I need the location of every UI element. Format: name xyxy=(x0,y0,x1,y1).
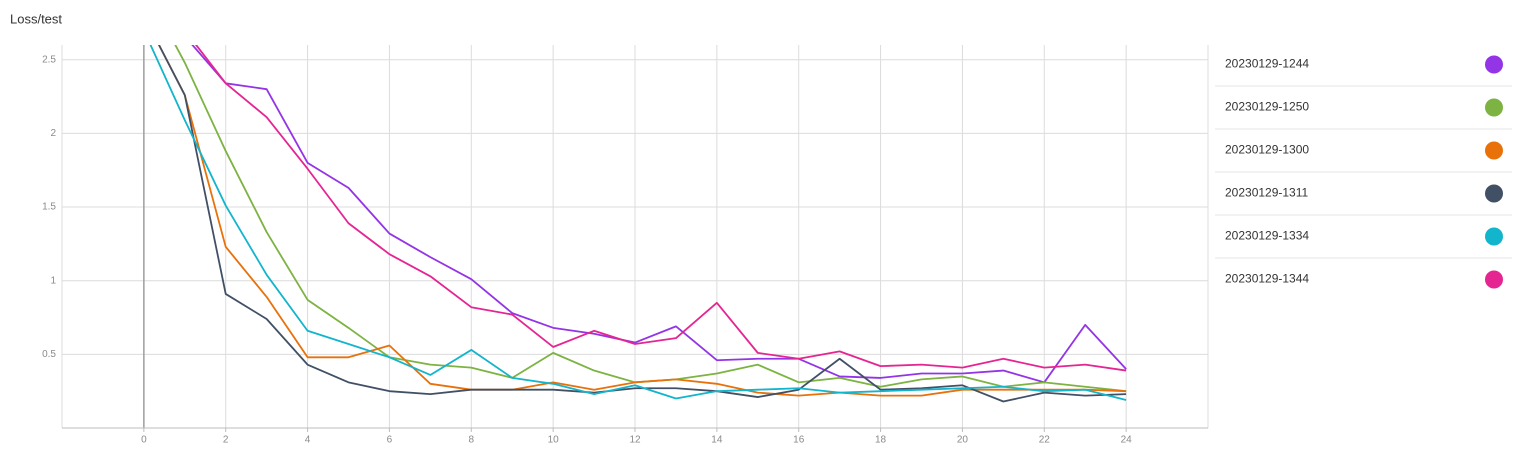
x-tick-label: 24 xyxy=(1121,435,1133,446)
y-tick-label: 2 xyxy=(50,128,56,139)
x-tick-label: 12 xyxy=(629,435,641,446)
series-line xyxy=(149,45,1127,401)
x-tick-label: 8 xyxy=(469,435,475,446)
series-line xyxy=(158,45,1127,403)
legend-label: 20230129-1334 xyxy=(1225,229,1309,243)
x-tick-label: 18 xyxy=(875,435,887,446)
legend-label: 20230129-1300 xyxy=(1225,143,1309,157)
legend-item[interactable]: 20230129-1250 xyxy=(1225,98,1503,117)
series-line xyxy=(158,45,1127,397)
x-tick-label: 20 xyxy=(957,435,969,446)
chart-title: Loss/test xyxy=(10,11,62,26)
legend-item[interactable]: 20230129-1344 xyxy=(1225,270,1503,289)
x-tick-label: 2 xyxy=(223,435,229,446)
legend: 20230129-1244 20230129-1250 20230129-1300 2… xyxy=(1215,55,1512,289)
legend-item[interactable]: 20230129-1244 xyxy=(1225,55,1503,74)
legend-swatch xyxy=(1485,55,1503,74)
series-line xyxy=(191,45,1127,384)
legend-swatch xyxy=(1485,227,1503,246)
grid: 0.511.522.50 2 4 6 8 10 12 14 16 18 20 22 24 xyxy=(42,45,1209,446)
x-tick-label: 4 xyxy=(305,435,311,446)
legend-label: 20230129-1344 xyxy=(1225,272,1309,286)
legend-item[interactable]: 20230129-1311 xyxy=(1225,184,1503,203)
plot-area xyxy=(149,45,1127,403)
legend-swatch xyxy=(1485,98,1503,117)
legend-item[interactable]: 20230129-1300 xyxy=(1225,141,1503,160)
y-tick-label: 1.5 xyxy=(42,202,56,213)
series-line xyxy=(195,45,1127,372)
legend-swatch xyxy=(1485,141,1503,160)
legend-label: 20230129-1244 xyxy=(1225,57,1309,71)
legend-item[interactable]: 20230129-1334 xyxy=(1225,227,1503,246)
legend-label: 20230129-1250 xyxy=(1225,100,1309,114)
x-tick-label: 22 xyxy=(1039,435,1051,446)
x-tick-label: 14 xyxy=(711,435,723,446)
legend-swatch xyxy=(1485,270,1503,289)
y-tick-label: 1 xyxy=(50,275,56,286)
x-tick-label: 6 xyxy=(387,435,393,446)
y-tick-label: 0.5 xyxy=(42,349,56,360)
y-tick-label: 2.5 xyxy=(42,54,56,65)
x-tick-label: 16 xyxy=(793,435,805,446)
legend-swatch xyxy=(1485,184,1503,203)
legend-label: 20230129-1311 xyxy=(1225,186,1309,200)
x-tick-label: 10 xyxy=(548,435,560,446)
x-tick-label: 0 xyxy=(141,435,147,446)
